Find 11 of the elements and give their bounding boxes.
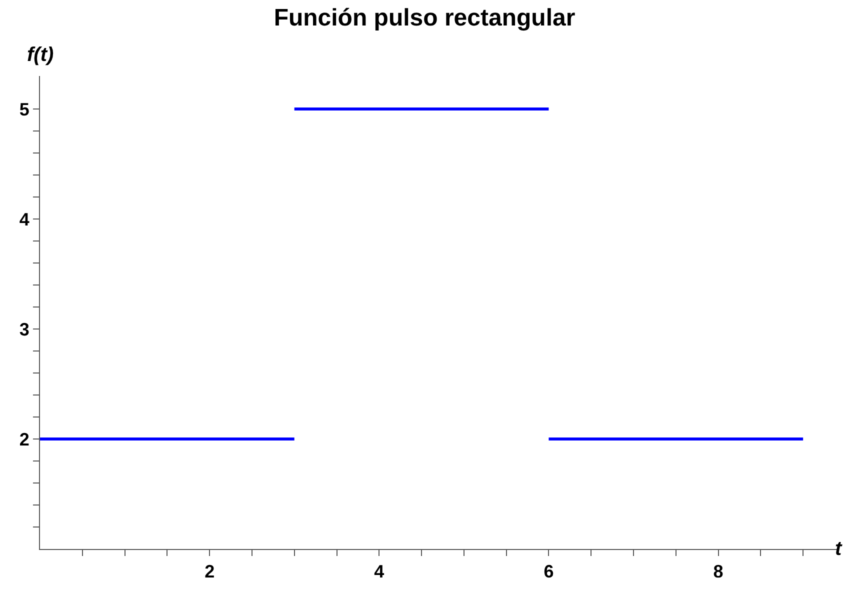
y-tick-label: 4 xyxy=(19,209,30,230)
x-tick-label: 2 xyxy=(204,562,215,582)
y-tick-label: 3 xyxy=(19,319,30,340)
y-axis-title: f(t) xyxy=(27,44,54,66)
x-tick-label: 6 xyxy=(544,562,554,582)
chart-title: Función pulso rectangular xyxy=(274,4,576,32)
y-tick-label: 2 xyxy=(19,429,30,450)
x-tick-label: 4 xyxy=(374,562,384,582)
x-axis-title: t xyxy=(835,538,843,560)
x-tick-label: 8 xyxy=(713,562,724,582)
y-tick-label: 5 xyxy=(19,99,30,120)
